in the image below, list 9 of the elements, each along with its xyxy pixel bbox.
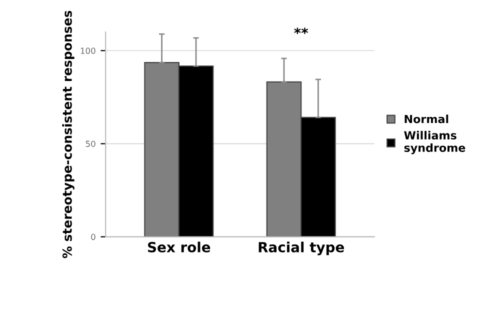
x-tick-label: Racial type bbox=[258, 242, 344, 256]
y-axis-title: % stereotype-consistent responses bbox=[62, 10, 74, 258]
y-tick-label: 0 bbox=[91, 234, 96, 240]
x-tick-label: Sex role bbox=[148, 242, 210, 252]
y-tick-label: 100 bbox=[80, 48, 96, 54]
legend-label: Williams syndrome bbox=[404, 130, 466, 154]
annotation: ** bbox=[294, 28, 308, 34]
legend-label: Normal bbox=[404, 114, 448, 124]
y-tick-label: 50 bbox=[86, 140, 96, 147]
